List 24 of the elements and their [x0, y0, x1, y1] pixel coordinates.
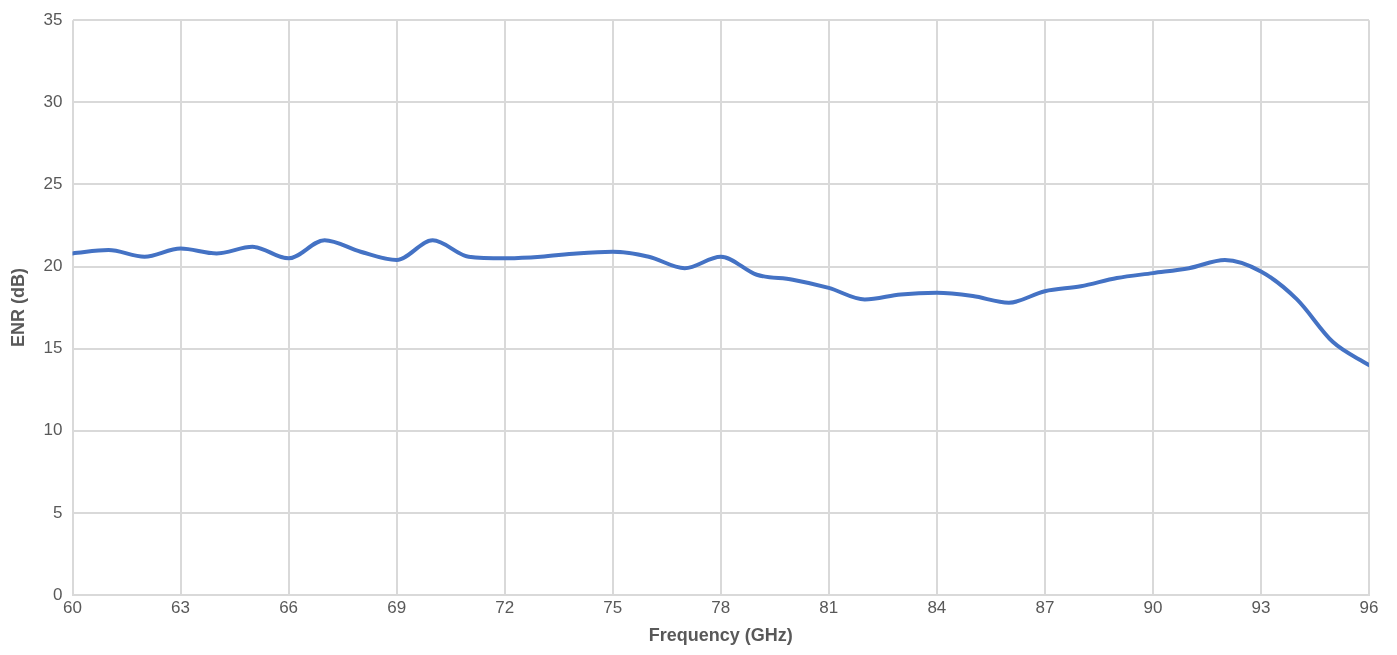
- y-tick-label: 35: [43, 9, 63, 29]
- x-tick-label: 84: [927, 597, 947, 617]
- x-tick-label: 69: [387, 597, 407, 617]
- x-tick-label: 96: [1359, 597, 1379, 617]
- y-tick-label: 5: [53, 502, 63, 522]
- x-tick-label: 90: [1143, 597, 1163, 617]
- x-tick-label: 81: [819, 597, 839, 617]
- y-tick-label: 20: [43, 256, 63, 276]
- y-axis-title: ENR (dB): [7, 268, 28, 348]
- x-tick-label: 72: [495, 597, 515, 617]
- y-tick-label: 15: [43, 338, 63, 358]
- x-tick-label: 63: [171, 597, 191, 617]
- x-tick-label: 87: [1035, 597, 1055, 617]
- x-tick-label: 60: [63, 597, 82, 617]
- x-tick-label: 93: [1251, 597, 1271, 617]
- y-tick-label: 0: [53, 584, 63, 604]
- x-tick-label: 75: [603, 597, 623, 617]
- y-tick-label: 10: [43, 420, 63, 440]
- x-tick-label: 78: [711, 597, 731, 617]
- x-axis-title: Frequency (GHz): [648, 625, 793, 646]
- y-tick-label: 25: [43, 174, 63, 194]
- y-tick-label: 30: [43, 92, 63, 111]
- x-tick-label: 66: [279, 597, 299, 617]
- line-series: [72, 238, 1369, 368]
